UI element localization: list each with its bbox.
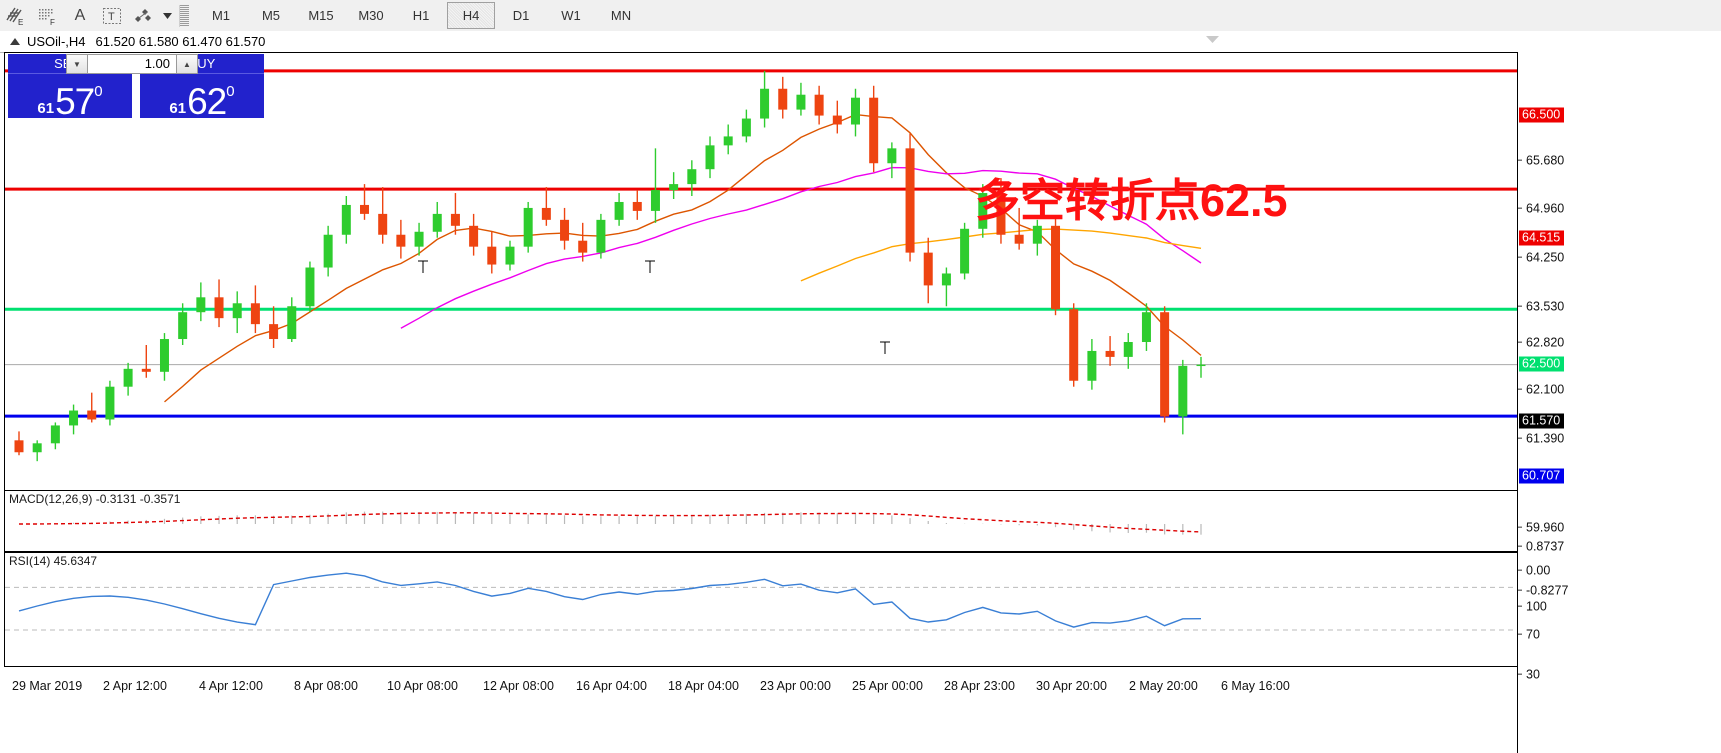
macd-pane[interactable]: MACD(12,26,9) -0.3131 -0.3571: [4, 490, 1518, 552]
rsi-tick: 70: [1518, 627, 1540, 641]
ohlc-values: 61.520 61.580 61.470 61.570: [95, 34, 266, 49]
time-label: 2 May 20:00: [1129, 679, 1198, 693]
time-label: 4 Apr 12:00: [199, 679, 263, 693]
macd-canvas: [19, 511, 1202, 535]
rsi-label: RSI(14) 45.6347: [9, 554, 98, 568]
volume-increase-button[interactable]: ▲: [176, 54, 198, 74]
collapse-triangle-icon[interactable]: [10, 38, 20, 45]
symbol-name: USOil-,H4: [27, 34, 86, 49]
objects-dropdown-caret-icon[interactable]: [160, 3, 174, 29]
time-label: 6 May 16:00: [1221, 679, 1290, 693]
time-label: 12 Apr 08:00: [483, 679, 554, 693]
rsi-tick: 30: [1518, 667, 1540, 681]
sell-price-sup: 0: [94, 82, 103, 100]
timeframe-m1[interactable]: M1: [211, 8, 231, 23]
price-tick: 62.820: [1518, 335, 1564, 349]
main-toolbar: E F A: [0, 0, 1721, 32]
sell-price-main: 57: [55, 80, 95, 122]
time-label: 18 Apr 04:00: [668, 679, 739, 693]
current-price-tag[interactable]: 61.570: [1519, 413, 1565, 429]
buy-price-main: 62: [187, 80, 227, 122]
text-box-icon[interactable]: T: [97, 3, 127, 29]
chart-annotation-text: 多空转折点62.5: [975, 175, 1288, 226]
time-label: 28 Apr 23:00: [944, 679, 1015, 693]
indicators-icon[interactable]: F: [33, 3, 63, 29]
sell-price: 61 57 0: [8, 75, 132, 122]
svg-text:T: T: [108, 11, 115, 23]
resistance-level-tag[interactable]: 66.500: [1519, 107, 1565, 123]
time-label: 10 Apr 08:00: [387, 679, 458, 693]
toolbar-separator: [179, 4, 189, 27]
volume-decrease-button[interactable]: ▼: [66, 54, 88, 74]
price-chart-canvas: [5, 69, 1517, 462]
timeframe-mn[interactable]: MN: [610, 8, 632, 23]
time-label: 8 Apr 08:00: [294, 679, 358, 693]
buy-price: 61 62 0: [140, 75, 264, 122]
price-tick: 59.960: [1518, 520, 1564, 534]
price-scale[interactable]: 65.680 64.960 64.250 63.530 62.820 62.100 61.3…: [1517, 52, 1721, 753]
sell-price-prefix: 61: [37, 99, 55, 117]
price-tick: 65.680: [1518, 153, 1564, 167]
time-label: 2 Apr 12:00: [103, 679, 167, 693]
time-label: 29 Mar 2019: [12, 679, 83, 693]
rsi-canvas: [5, 572, 1517, 631]
timeframe-m15[interactable]: M15: [308, 8, 334, 23]
rsi-tick: 100: [1518, 599, 1547, 613]
support-level-tag[interactable]: 60.707: [1519, 468, 1565, 484]
price-pane[interactable]: [4, 52, 1518, 491]
time-label: 30 Apr 20:00: [1036, 679, 1107, 693]
pivot-level-tag[interactable]: 62.500: [1519, 356, 1565, 372]
objects-icon[interactable]: [129, 3, 159, 29]
expert-advisors-icon[interactable]: E: [1, 3, 31, 29]
chart-dropdown-caret-icon[interactable]: [1206, 30, 1219, 48]
rsi-pane[interactable]: RSI(14) 45.6347: [4, 552, 1518, 667]
volume-stepper[interactable]: ▼ 1.00 ▲: [66, 54, 198, 74]
buy-price-sup: 0: [226, 82, 235, 100]
price-tick: 63.530: [1518, 299, 1564, 313]
price-tick: 64.960: [1518, 201, 1564, 215]
macd-tick: 0.00: [1518, 563, 1550, 577]
svg-text:F: F: [50, 18, 55, 26]
resistance-level-tag-2[interactable]: 64.515: [1519, 230, 1565, 246]
macd-label: MACD(12,26,9) -0.3131 -0.3571: [9, 492, 181, 506]
price-tick: 62.100: [1518, 382, 1564, 396]
timeframe-m30[interactable]: M30: [358, 8, 384, 23]
macd-tick: -0.8277: [1518, 583, 1568, 597]
timeframe-d1[interactable]: D1: [512, 8, 530, 23]
buy-price-prefix: 61: [169, 99, 187, 117]
timeframe-m5[interactable]: M5: [261, 8, 281, 23]
timeframe-h4[interactable]: H4: [447, 2, 495, 29]
chart-area: MACD(12,26,9) -0.3131 -0.3571 RSI(14) 45…: [0, 52, 1721, 753]
macd-tick: 0.8737: [1518, 539, 1564, 553]
symbol-info-bar: USOil-,H4 61.520 61.580 61.470 61.570: [0, 31, 1721, 53]
price-tick: 64.250: [1518, 250, 1564, 264]
text-label-icon[interactable]: A: [74, 6, 86, 24]
time-label: 23 Apr 00:00: [760, 679, 831, 693]
price-tick: 61.390: [1518, 431, 1564, 445]
time-scale[interactable]: 29 Mar 2019 2 Apr 12:00 4 Apr 12:00 8 Apr 0…: [4, 666, 1518, 706]
timeframe-w1[interactable]: W1: [561, 8, 581, 23]
volume-input[interactable]: 1.00: [88, 54, 176, 74]
time-label: 16 Apr 04:00: [576, 679, 647, 693]
svg-text:E: E: [18, 18, 23, 26]
timeframe-h1[interactable]: H1: [412, 8, 430, 23]
time-label: 25 Apr 00:00: [852, 679, 923, 693]
